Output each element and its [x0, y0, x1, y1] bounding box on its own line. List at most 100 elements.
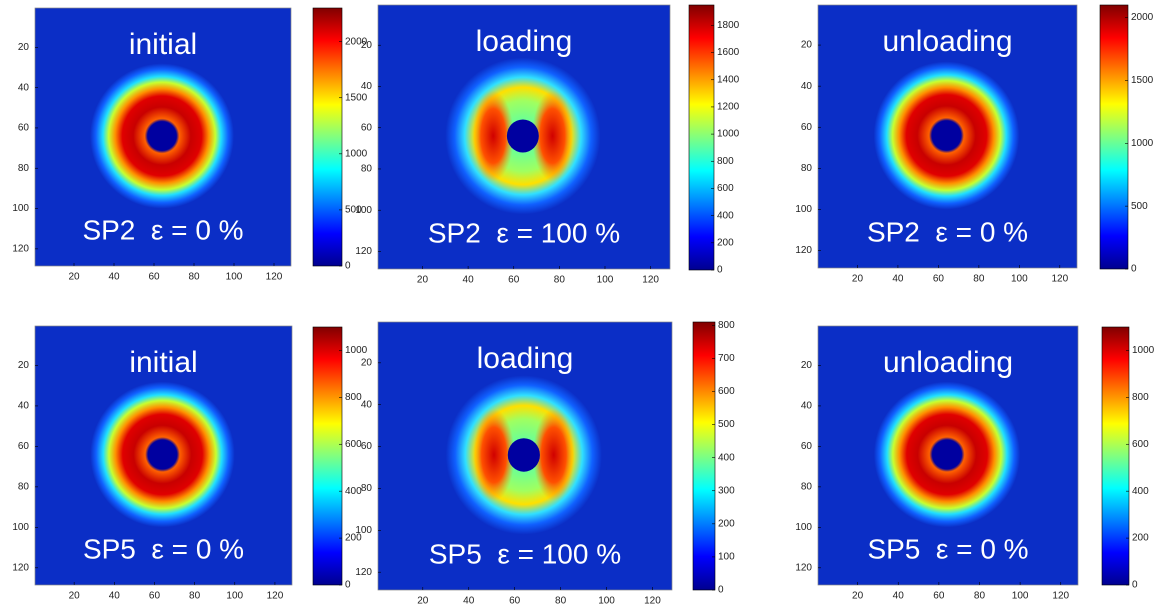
x-tick-label: 20 [852, 591, 864, 602]
y-tick-label: 80 [361, 483, 373, 494]
scatter-ring [90, 381, 235, 528]
scatter-ring [873, 61, 1020, 210]
colorbar-tick-label: 500 [1131, 201, 1148, 212]
colorbar-tick-label: 200 [717, 237, 734, 248]
colorbar-tick-label: 400 [717, 210, 734, 221]
y-tick-label: 40 [801, 401, 813, 412]
colorbar-tick-label: 500 [345, 205, 362, 216]
x-tick-label: 80 [974, 591, 986, 602]
x-tick-label: 40 [892, 274, 904, 285]
y-tick-label: 60 [801, 122, 813, 133]
scatter-ring [873, 381, 1021, 528]
panel-annotation: SP2 ε = 0 % [867, 216, 1028, 247]
x-tick-label: 100 [226, 591, 243, 602]
panel-title: unloading [883, 346, 1013, 379]
x-tick-label: 20 [417, 275, 429, 286]
x-tick-label: 20 [417, 596, 429, 607]
colorbar [692, 321, 716, 591]
y-tick-label: 80 [18, 163, 30, 174]
panel-annotation: SP2 ε = 0 % [82, 214, 243, 245]
x-tick-label: 40 [463, 596, 475, 607]
x-tick-label: 100 [598, 596, 615, 607]
y-tick-label: 100 [355, 525, 372, 536]
x-tick-label: 60 [933, 274, 945, 285]
colorbar-tick-label: 600 [717, 183, 734, 194]
colorbar [1101, 326, 1130, 586]
y-tick-label: 60 [18, 441, 30, 452]
colorbar-tick-label: 1000 [1131, 138, 1154, 149]
axes-frame [817, 4, 1078, 269]
y-tick-label: 80 [361, 164, 373, 175]
x-tick-label: 60 [933, 591, 945, 602]
colorbar-tick-label: 200 [718, 518, 735, 529]
colorbar-tick-label: 1400 [717, 74, 740, 85]
colorbar-tick-label: 100 [718, 552, 735, 563]
colorbar-tick-label: 1800 [717, 20, 740, 31]
y-tick-label: 20 [361, 40, 373, 51]
colorbar-tick-label: 0 [1132, 580, 1138, 591]
x-tick-label: 40 [109, 591, 121, 602]
y-tick-label: 20 [801, 360, 813, 371]
x-tick-label: 60 [148, 272, 160, 283]
x-tick-label: 100 [597, 275, 614, 286]
axes-frame [817, 325, 1079, 586]
axes-frame [34, 7, 292, 267]
panel-annotation: SP5 ε = 0 % [83, 533, 244, 564]
y-tick-label: 120 [12, 244, 29, 255]
y-tick-label: 100 [12, 203, 29, 214]
y-tick-label: 40 [801, 81, 813, 92]
y-tick-label: 60 [361, 122, 373, 133]
panel-title: loading [476, 25, 573, 58]
panel-title: loading [477, 342, 574, 375]
y-tick-label: 60 [801, 441, 813, 452]
x-tick-label: 100 [226, 272, 243, 283]
panel-annotation: SP2 ε = 100 % [428, 217, 620, 248]
colorbar-tick-label: 600 [345, 439, 362, 450]
colorbar-tick-label: 400 [718, 452, 735, 463]
x-tick-label: 20 [852, 274, 864, 285]
x-tick-label: 120 [644, 596, 661, 607]
panel-title: initial [129, 28, 197, 61]
x-tick-label: 20 [69, 591, 81, 602]
x-tick-label: 60 [508, 275, 520, 286]
x-tick-label: 60 [149, 591, 161, 602]
x-tick-label: 100 [1012, 591, 1029, 602]
x-tick-label: 40 [463, 275, 475, 286]
hot-lobe [473, 408, 515, 502]
colorbar-tick-label: 600 [718, 386, 735, 397]
colorbar [312, 326, 343, 586]
colorbar [688, 4, 715, 271]
axes-frame [377, 4, 671, 270]
hot-lobe [472, 90, 514, 182]
y-tick-label: 120 [795, 562, 812, 573]
y-tick-label: 120 [355, 246, 372, 257]
panel-title: initial [129, 346, 197, 379]
y-tick-label: 120 [795, 245, 812, 256]
colorbar-tick-label: 1500 [1131, 75, 1154, 86]
y-tick-label: 120 [12, 562, 29, 573]
y-tick-label: 20 [801, 40, 813, 51]
x-tick-label: 60 [509, 596, 521, 607]
y-tick-label: 60 [18, 123, 30, 134]
beam-stop [506, 119, 539, 153]
y-tick-label: 80 [18, 482, 30, 493]
colorbar-tick-label: 400 [1132, 486, 1149, 497]
x-tick-label: 120 [1052, 591, 1069, 602]
colorbar-tick-label: 400 [345, 486, 362, 497]
colorbar [1099, 4, 1129, 270]
x-tick-label: 120 [267, 591, 284, 602]
colorbar-tick-label: 0 [345, 580, 351, 591]
x-tick-label: 120 [266, 272, 283, 283]
y-tick-label: 20 [18, 360, 30, 371]
colorbar-tick-label: 800 [718, 320, 735, 331]
x-tick-label: 80 [189, 591, 201, 602]
colorbar-tick-label: 200 [1132, 533, 1149, 544]
colorbar-tick-label: 500 [718, 419, 735, 430]
x-tick-label: 40 [108, 272, 120, 283]
hot-lobe [533, 408, 575, 502]
panel-title: unloading [882, 25, 1012, 58]
x-tick-label: 120 [1051, 274, 1068, 285]
y-tick-label: 80 [801, 163, 813, 174]
y-tick-label: 100 [795, 522, 812, 533]
y-tick-label: 80 [801, 482, 813, 493]
